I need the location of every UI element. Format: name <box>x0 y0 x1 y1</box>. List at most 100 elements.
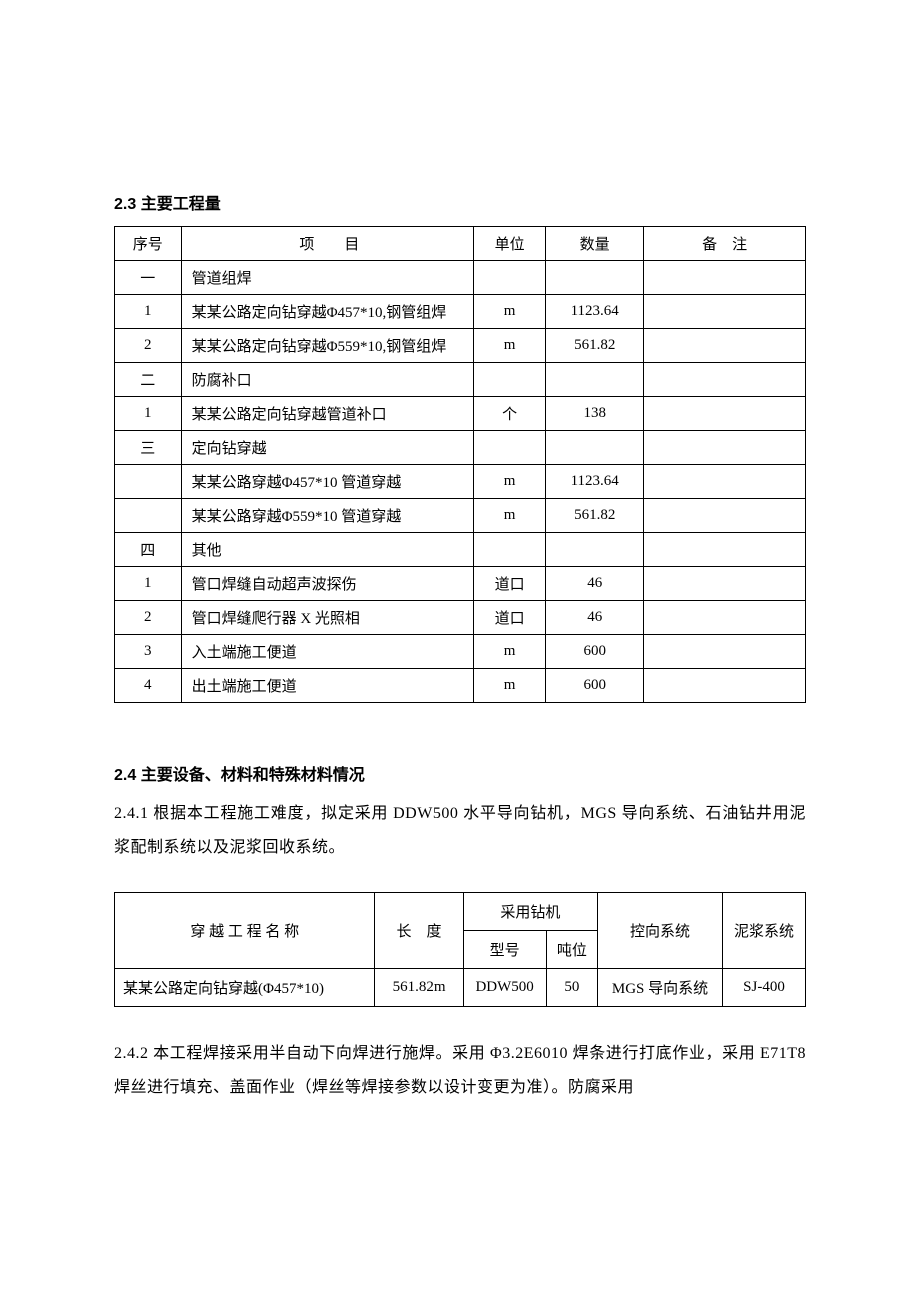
cell-seq: 四 <box>115 533 182 567</box>
table-row: 某某公路穿越Φ457*10 管道穿越m1123.64 <box>115 465 806 499</box>
cell-qty: 138 <box>546 397 644 431</box>
cell-seq: 三 <box>115 431 182 465</box>
cell-note <box>644 635 806 669</box>
heading-2-3: 2.3 主要工程量 <box>114 190 806 214</box>
paragraph-2-4-1: 2.4.1 根据本工程施工难度，拟定采用 DDW500 水平导向钻机，MGS 导… <box>114 797 806 864</box>
cell-unit: m <box>474 329 546 363</box>
cell-unit: 道口 <box>474 567 546 601</box>
cell-note <box>644 329 806 363</box>
cell-model: DDW500 <box>463 969 546 1007</box>
cell-item: 管道组焊 <box>181 261 474 295</box>
paragraph-2-4-2: 2.4.2 本工程焊接采用半自动下向焊进行施焊。采用 Φ3.2E6010 焊条进… <box>114 1037 806 1104</box>
cell-note <box>644 465 806 499</box>
table-row: 1管口焊缝自动超声波探伤道口46 <box>115 567 806 601</box>
cell-note <box>644 397 806 431</box>
cell-item: 某某公路定向钻穿越Φ457*10,钢管组焊 <box>181 295 474 329</box>
cell-item: 出土端施工便道 <box>181 669 474 703</box>
table-row: 某某公路定向钻穿越(Φ457*10) 561.82m DDW500 50 MGS… <box>115 969 806 1007</box>
th-drill: 采用钻机 <box>463 893 597 931</box>
cell-item: 某某公路穿越Φ457*10 管道穿越 <box>181 465 474 499</box>
cell-item: 定向钻穿越 <box>181 431 474 465</box>
cell-item: 管口焊缝自动超声波探伤 <box>181 567 474 601</box>
cell-unit: 个 <box>474 397 546 431</box>
cell-unit <box>474 363 546 397</box>
cell-qty <box>546 431 644 465</box>
cell-qty: 561.82 <box>546 329 644 363</box>
cell-unit: m <box>474 669 546 703</box>
cell-note <box>644 601 806 635</box>
cell-note <box>644 567 806 601</box>
th-qty: 数量 <box>546 227 644 261</box>
table-header-row: 序号 项 目 单位 数量 备 注 <box>115 227 806 261</box>
th-mud: 泥浆系统 <box>723 893 806 969</box>
th-item: 项 目 <box>181 227 474 261</box>
cell-item: 某某公路穿越Φ559*10 管道穿越 <box>181 499 474 533</box>
table-row: 3入土端施工便道m600 <box>115 635 806 669</box>
th-note: 备 注 <box>644 227 806 261</box>
cell-length: 561.82m <box>375 969 463 1007</box>
cell-seq: 1 <box>115 397 182 431</box>
th-control: 控向系统 <box>598 893 723 969</box>
cell-seq: 2 <box>115 601 182 635</box>
cell-control: MGS 导向系统 <box>598 969 723 1007</box>
table-row: 2某某公路定向钻穿越Φ559*10,钢管组焊m561.82 <box>115 329 806 363</box>
cell-item: 防腐补口 <box>181 363 474 397</box>
cell-qty: 600 <box>546 669 644 703</box>
cell-seq: 二 <box>115 363 182 397</box>
equipment-table: 穿 越 工 程 名 称 长 度 采用钻机 控向系统 泥浆系统 型号 吨位 某某公… <box>114 892 806 1007</box>
cell-project-name: 某某公路定向钻穿越(Φ457*10) <box>115 969 375 1007</box>
cell-note <box>644 261 806 295</box>
cell-unit <box>474 261 546 295</box>
cell-unit: m <box>474 499 546 533</box>
th-model: 型号 <box>463 931 546 969</box>
cell-item: 管口焊缝爬行器 X 光照相 <box>181 601 474 635</box>
th-project-name: 穿 越 工 程 名 称 <box>115 893 375 969</box>
cell-qty: 46 <box>546 567 644 601</box>
table-row: 1某某公路定向钻穿越Φ457*10,钢管组焊m1123.64 <box>115 295 806 329</box>
cell-seq: 2 <box>115 329 182 363</box>
cell-qty: 600 <box>546 635 644 669</box>
cell-unit: 道口 <box>474 601 546 635</box>
cell-qty: 46 <box>546 601 644 635</box>
cell-item: 入土端施工便道 <box>181 635 474 669</box>
cell-seq: 一 <box>115 261 182 295</box>
cell-seq: 1 <box>115 567 182 601</box>
cell-item: 某某公路定向钻穿越Φ559*10,钢管组焊 <box>181 329 474 363</box>
cell-note <box>644 363 806 397</box>
cell-ton: 50 <box>546 969 597 1007</box>
cell-unit: m <box>474 295 546 329</box>
cell-item: 某某公路定向钻穿越管道补口 <box>181 397 474 431</box>
table-row: 1某某公路定向钻穿越管道补口个138 <box>115 397 806 431</box>
cell-unit: m <box>474 635 546 669</box>
cell-seq: 1 <box>115 295 182 329</box>
table-row: 二防腐补口 <box>115 363 806 397</box>
cell-qty <box>546 363 644 397</box>
cell-seq <box>115 465 182 499</box>
th-seq: 序号 <box>115 227 182 261</box>
table-row: 四其他 <box>115 533 806 567</box>
quantities-table: 序号 项 目 单位 数量 备 注 一管道组焊1某某公路定向钻穿越Φ457*10,… <box>114 226 806 703</box>
cell-unit <box>474 431 546 465</box>
th-unit: 单位 <box>474 227 546 261</box>
table-row: 2管口焊缝爬行器 X 光照相道口46 <box>115 601 806 635</box>
cell-seq <box>115 499 182 533</box>
cell-qty <box>546 261 644 295</box>
cell-item: 其他 <box>181 533 474 567</box>
cell-note <box>644 431 806 465</box>
cell-note <box>644 295 806 329</box>
cell-note <box>644 499 806 533</box>
cell-seq: 4 <box>115 669 182 703</box>
cell-qty: 1123.64 <box>546 295 644 329</box>
heading-2-4: 2.4 主要设备、材料和特殊材料情况 <box>114 761 806 785</box>
table-row: 4出土端施工便道m600 <box>115 669 806 703</box>
cell-mud: SJ-400 <box>723 969 806 1007</box>
th-ton: 吨位 <box>546 931 597 969</box>
table-row: 某某公路穿越Φ559*10 管道穿越m561.82 <box>115 499 806 533</box>
table-row: 穿 越 工 程 名 称 长 度 采用钻机 控向系统 泥浆系统 <box>115 893 806 931</box>
cell-unit <box>474 533 546 567</box>
th-length: 长 度 <box>375 893 463 969</box>
table-row: 一管道组焊 <box>115 261 806 295</box>
table-row: 三定向钻穿越 <box>115 431 806 465</box>
cell-qty: 561.82 <box>546 499 644 533</box>
cell-note <box>644 533 806 567</box>
